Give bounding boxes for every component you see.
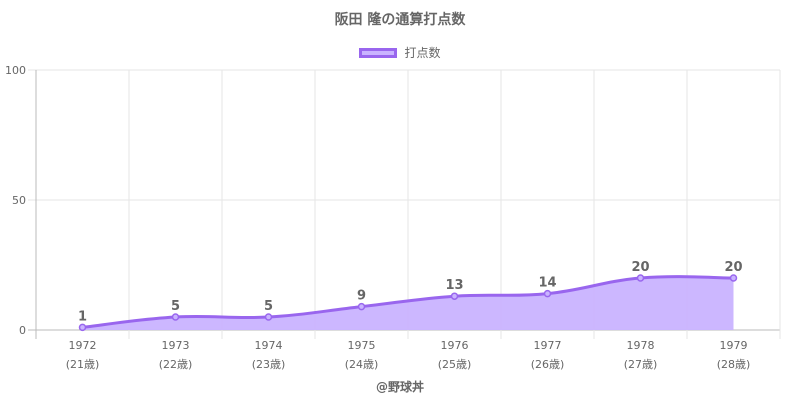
legend-swatch — [359, 47, 398, 58]
data-point — [729, 274, 738, 282]
x-tick-sublabel: (21歳) — [66, 358, 100, 371]
x-tick-sublabel: (22歳) — [159, 358, 193, 371]
x-tick-sublabel: (26歳) — [531, 358, 565, 371]
credit-text: @野球丼 — [375, 380, 424, 394]
data-label: 20 — [631, 260, 649, 275]
data-point — [171, 313, 180, 321]
data-point — [264, 313, 273, 321]
data-point — [450, 292, 459, 300]
data-label: 13 — [445, 278, 463, 293]
data-label: 5 — [264, 299, 273, 314]
x-tick-label: 1977 — [534, 339, 562, 352]
y-axis-ticks: 0 50 100 — [5, 64, 26, 337]
x-tick-label: 1975 — [348, 339, 376, 352]
x-axis-ticks: 1972 (21歳) 1973 (22歳) 1974 (23歳) 1975 (24歳) 1976… — [66, 339, 751, 371]
data-point — [78, 323, 87, 332]
data-point — [357, 302, 366, 311]
x-tick-label: 1979 — [720, 339, 748, 352]
x-tick-sublabel: (23歳) — [252, 358, 286, 371]
y-tick-label: 0 — [19, 324, 26, 337]
legend[interactable]: 打点数 — [0, 44, 800, 61]
x-tick-sublabel: (27歳) — [624, 358, 658, 371]
series-area — [82, 276, 734, 330]
x-tick-label: 1972 — [69, 339, 97, 352]
chart-title: 阪田 隆の通算打点数 — [334, 12, 466, 28]
data-labels: 1 5 5 9 13 14 20 20 — [78, 260, 743, 324]
area-fill — [82, 276, 734, 330]
data-point — [543, 289, 552, 298]
x-tick-label: 1978 — [627, 339, 655, 352]
data-label: 14 — [538, 276, 556, 291]
data-points — [78, 274, 738, 332]
series-line-path — [82, 275, 734, 329]
data-label: 1 — [78, 309, 87, 324]
x-tick-label: 1973 — [162, 339, 190, 352]
data-label: 9 — [357, 289, 366, 304]
x-tick-sublabel: (28歳) — [717, 358, 751, 371]
data-label: 20 — [724, 260, 742, 275]
x-tick-label: 1976 — [441, 339, 469, 352]
y-tick-label: 50 — [12, 194, 26, 207]
data-label: 5 — [171, 299, 180, 314]
y-tick-label: 100 — [5, 64, 26, 77]
legend-label: 打点数 — [404, 46, 441, 60]
x-tick-sublabel: (25歳) — [438, 358, 472, 371]
x-tick-sublabel: (24歳) — [345, 358, 379, 371]
x-tick-label: 1974 — [255, 339, 283, 352]
series-line — [82, 275, 734, 329]
data-point — [636, 274, 645, 282]
